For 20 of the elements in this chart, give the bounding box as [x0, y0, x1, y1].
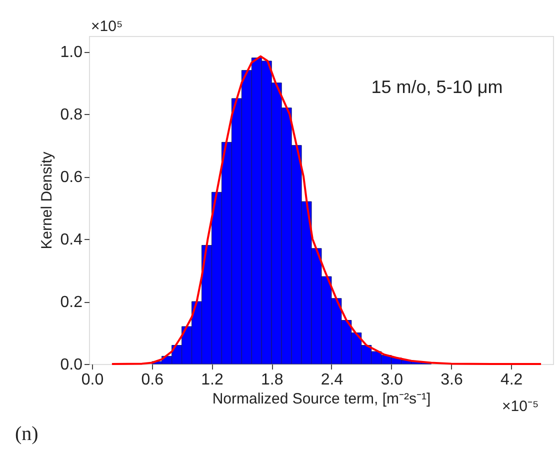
text: (n)	[15, 423, 38, 445]
y-tick-label: 0.0	[60, 356, 83, 374]
x-tick-label: 3.6	[440, 372, 463, 388]
x-tick-label: 1.2	[201, 372, 224, 388]
annotation: 15 m/o, 5-10 μm	[371, 77, 503, 97]
y-tick-label: 0.8	[60, 106, 83, 124]
x-tick-label: 0.6	[141, 372, 164, 388]
x-tick-label: 2.4	[320, 372, 344, 388]
x-tick-label: 0.0	[81, 372, 104, 388]
y-axis-title: Kernel Density	[38, 151, 56, 250]
x-axis-title: Normalized Source term, [m⁻²s⁻¹]	[212, 390, 431, 408]
y-tick-label: 0.2	[60, 294, 83, 312]
y-tick-label: 1.0	[60, 44, 83, 62]
text: ×10⁻⁵	[502, 398, 539, 415]
y-tick-label: 0.4	[60, 232, 83, 249]
text: ×10⁵	[91, 18, 123, 35]
x-tick-label: 1.8	[260, 372, 284, 388]
y-tick-label: 0.6	[60, 169, 83, 186]
x-tick-label: 3.0	[380, 372, 404, 388]
x-tick-label: 4.2	[500, 372, 523, 388]
